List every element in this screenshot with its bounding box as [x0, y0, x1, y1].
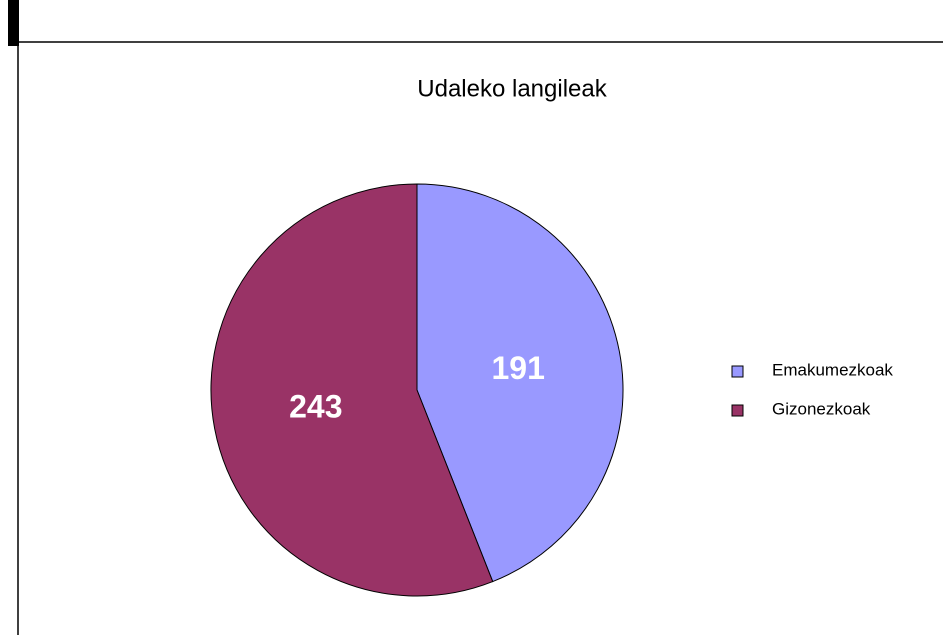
data-label: 243	[289, 389, 342, 425]
data-label: 191	[491, 350, 544, 386]
legend-label: Emakumezkoak	[772, 360, 893, 379]
pie-slice	[416, 183, 624, 583]
legend-swatch	[731, 404, 744, 417]
chart-title: Udaleko langileak	[417, 75, 607, 102]
pie-slice	[210, 183, 494, 597]
legend-swatch	[731, 365, 744, 378]
frame-marker	[8, 0, 19, 46]
legend-label: Gizonezkoak	[772, 399, 871, 418]
